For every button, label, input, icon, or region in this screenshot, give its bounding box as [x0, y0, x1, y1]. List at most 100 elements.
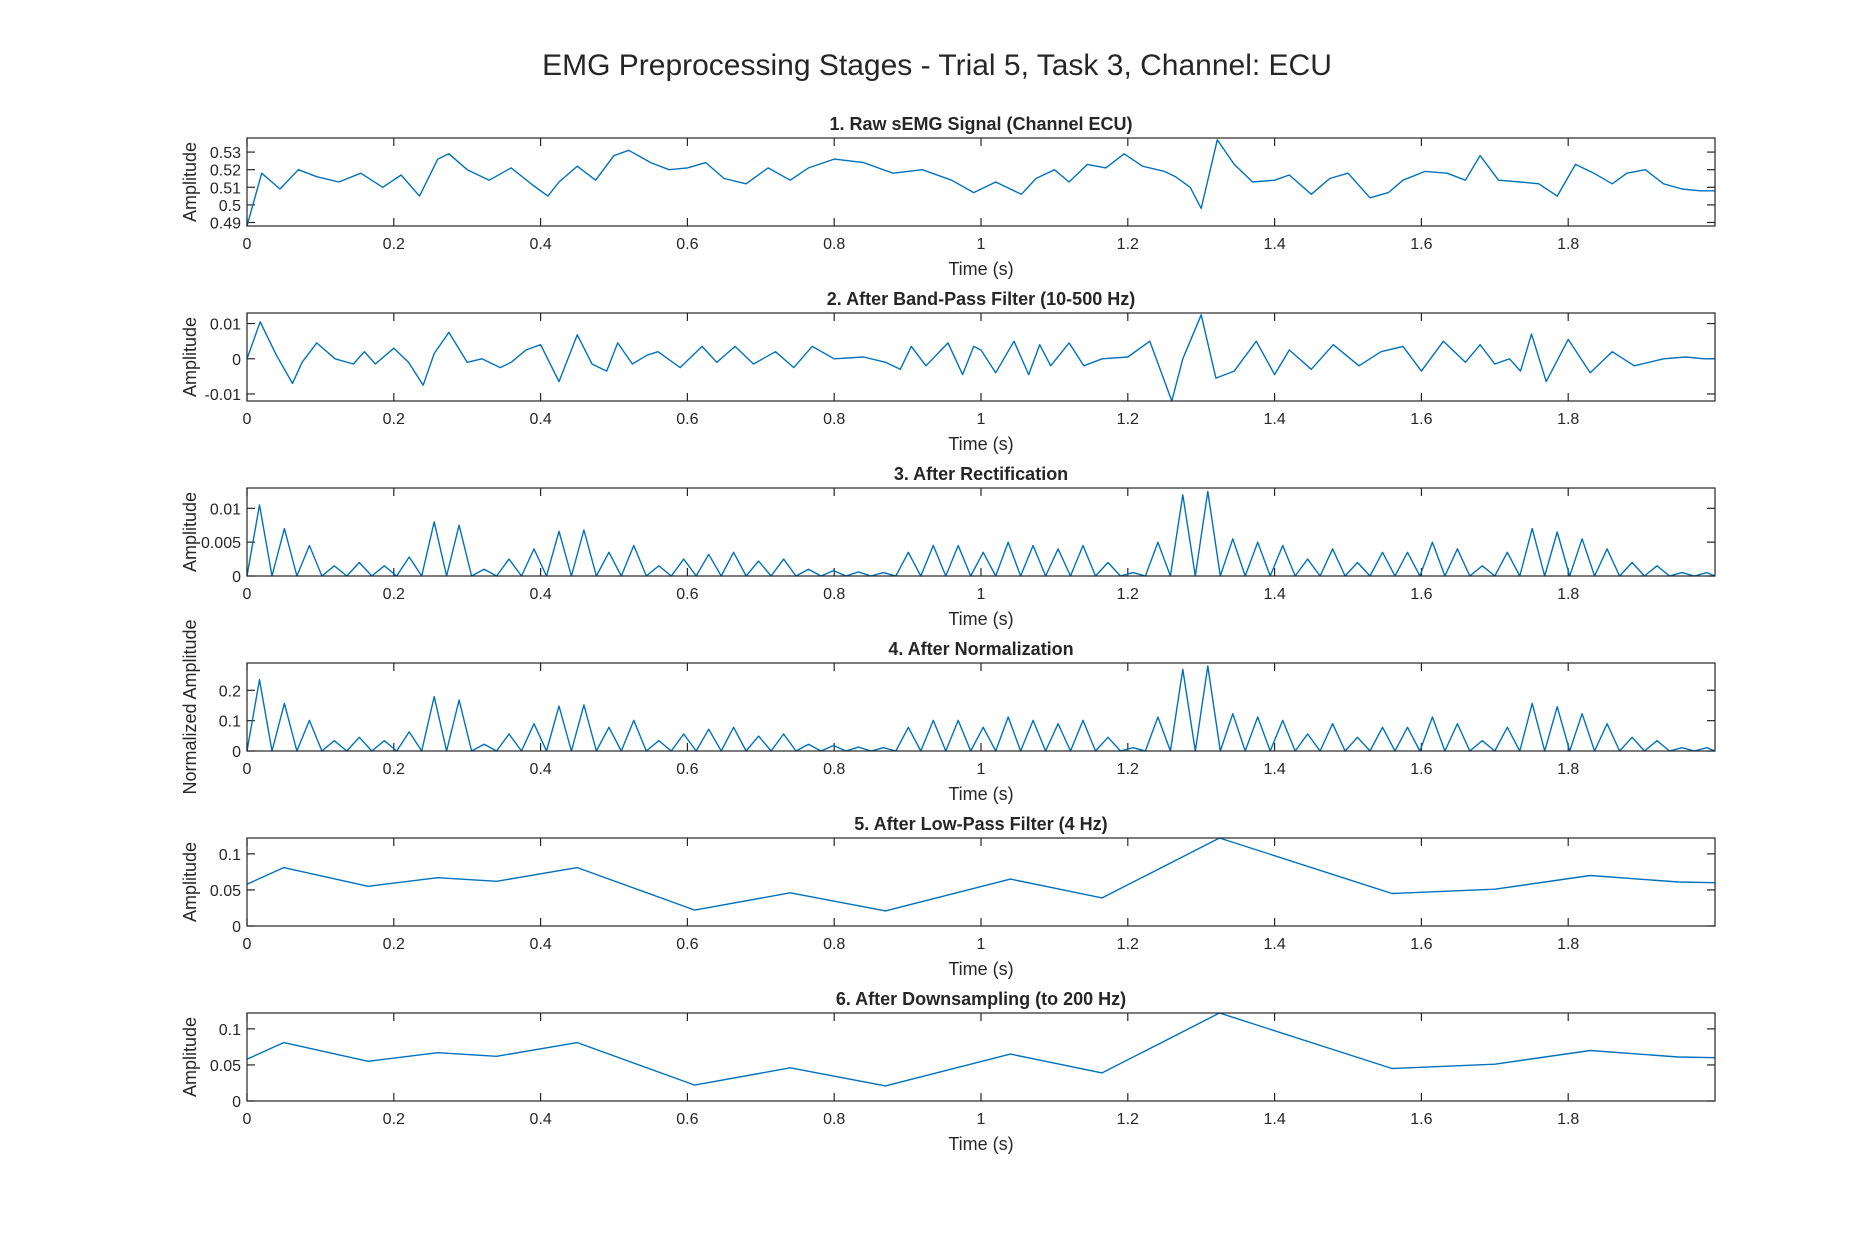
x-tick-label: 1.4: [1263, 761, 1285, 778]
x-axis-label: Time (s): [948, 784, 1013, 804]
axes-frame: [246, 312, 1716, 402]
y-tick-label: 0: [232, 352, 241, 369]
y-axis-label: Normalized Amplitude: [180, 619, 200, 794]
x-tick-label: 0: [243, 236, 252, 253]
x-tick-label: 1: [977, 586, 986, 603]
x-tick-label: 1.8: [1557, 761, 1579, 778]
subplot-3: 3. After Rectification 0 0.2 0.4 0.6 0.8 1 1.2 1…: [180, 464, 1716, 629]
x-tick-label: 1: [977, 936, 986, 953]
x-tick-label: 1: [977, 761, 986, 778]
x-axis-label: Time (s): [948, 609, 1013, 629]
x-tick-label: 0.2: [383, 1111, 405, 1128]
x-tick-label: 1.6: [1410, 761, 1432, 778]
x-tick-label: 0.4: [529, 586, 551, 603]
x-tick-label: 1.8: [1557, 1111, 1579, 1128]
x-tick-label: 1.8: [1557, 236, 1579, 253]
x-tick-label: 0.8: [823, 586, 845, 603]
y-tick-label: 0.51: [210, 180, 241, 197]
x-tick-label: 0: [243, 586, 252, 603]
x-tick-label: 1.8: [1557, 411, 1579, 428]
x-tick-label: 0.2: [383, 411, 405, 428]
x-tick-label: 0: [243, 936, 252, 953]
y-tick-label: 0.01: [210, 501, 241, 518]
x-tick-label: 1.4: [1263, 411, 1285, 428]
x-tick-label: 1.6: [1410, 936, 1432, 953]
signal-line: [246, 837, 1716, 912]
x-tick-label: 0.4: [529, 411, 551, 428]
signal-line: [246, 1012, 1716, 1087]
x-axis-label: Time (s): [948, 434, 1013, 454]
x-tick-label: 1.6: [1410, 1111, 1432, 1128]
y-tick-label: 0: [232, 919, 241, 936]
x-tick-label: 1.6: [1410, 236, 1432, 253]
x-tick-label: 1.4: [1263, 236, 1285, 253]
y-tick-label: 0.5: [219, 198, 241, 215]
subplot-4: 4. After Normalization 0 0.2 0.4 0.6 0.8 1 1.2 1…: [180, 619, 1716, 804]
y-tick-label: 0.49: [210, 215, 241, 232]
x-tick-label: 0.2: [383, 586, 405, 603]
figure-title: EMG Preprocessing Stages - Trial 5, Task…: [542, 49, 1332, 82]
x-tick-label: 0: [243, 411, 252, 428]
y-tick-label: 0.1: [219, 847, 241, 864]
x-tick-label: 0.6: [676, 1111, 698, 1128]
x-tick-label: 0.6: [676, 411, 698, 428]
x-tick-label: 0.6: [676, 586, 698, 603]
x-tick-label: 0.6: [676, 761, 698, 778]
x-tick-label: 1.4: [1263, 586, 1285, 603]
subplot-5: 5. After Low-Pass Filter (4 Hz) 0 0.2 0.4 0.…: [180, 814, 1716, 979]
subplot-title: 1. Raw sEMG Signal (Channel ECU): [829, 114, 1132, 134]
x-tick-label: 1: [977, 236, 986, 253]
x-tick-label: 0.2: [383, 236, 405, 253]
subplot-6: 6. After Downsampling (to 200 Hz) 0 0.2 0.4…: [180, 989, 1716, 1154]
signal-line: [246, 665, 1716, 752]
x-tick-label: 1: [977, 1111, 986, 1128]
axes-frame: [246, 137, 1716, 227]
y-tick-label: 0.2: [219, 683, 241, 700]
y-tick-label: 0.53: [210, 145, 241, 162]
y-tick-label: 0.05: [210, 1058, 241, 1075]
x-tick-label: 0.8: [823, 236, 845, 253]
signal-line: [246, 314, 1715, 402]
x-tick-label: 0.6: [676, 936, 698, 953]
x-tick-label: 1.8: [1557, 586, 1579, 603]
y-tick-label: 0.1: [219, 1022, 241, 1039]
y-tick-label: 0.05: [210, 883, 241, 900]
subplot-1: 1. Raw sEMG Signal (Channel ECU) 0 0.2 0.4 0…: [180, 114, 1716, 279]
x-tick-label: 1: [977, 411, 986, 428]
axes-frame: [246, 662, 1716, 752]
x-tick-label: 0: [243, 761, 252, 778]
x-tick-label: 1.2: [1117, 1111, 1139, 1128]
y-tick-label: 0: [232, 744, 241, 761]
y-axis-label: Amplitude: [180, 1017, 200, 1097]
x-tick-label: 0.2: [383, 936, 405, 953]
x-tick-label: 0.4: [529, 236, 551, 253]
y-tick-label: 0.52: [210, 163, 241, 180]
signal-line: [246, 139, 1715, 227]
x-tick-label: 1.2: [1117, 236, 1139, 253]
x-axis-label: Time (s): [948, 959, 1013, 979]
subplot-title: 4. After Normalization: [888, 639, 1073, 659]
y-tick-label: 0.005: [201, 535, 241, 552]
x-tick-label: 0.6: [676, 236, 698, 253]
x-tick-label: 1.4: [1263, 1111, 1285, 1128]
subplot-2: 2. After Band-Pass Filter (10-500 Hz) 0 0.…: [180, 289, 1716, 454]
y-tick-label: 0: [232, 1094, 241, 1111]
x-tick-label: 1.8: [1557, 936, 1579, 953]
x-tick-label: 0.4: [529, 936, 551, 953]
x-tick-label: 0.8: [823, 411, 845, 428]
signal-line: [246, 490, 1716, 577]
subplot-stack: 1. Raw sEMG Signal (Channel ECU) 0 0.2 0.4 0…: [180, 114, 1716, 1154]
y-axis-label: Amplitude: [180, 142, 200, 222]
subplot-title: 2. After Band-Pass Filter (10-500 Hz): [827, 289, 1135, 309]
y-tick-label: 0.1: [219, 714, 241, 731]
y-axis-label: Amplitude: [180, 842, 200, 922]
axes-frame: [246, 837, 1716, 927]
x-tick-label: 0.4: [529, 761, 551, 778]
y-tick-label: 0: [232, 569, 241, 586]
axes-frame: [246, 1012, 1716, 1102]
x-tick-label: 0.8: [823, 761, 845, 778]
x-axis-label: Time (s): [948, 1134, 1013, 1154]
x-axis-label: Time (s): [948, 259, 1013, 279]
x-tick-label: 1.2: [1117, 761, 1139, 778]
